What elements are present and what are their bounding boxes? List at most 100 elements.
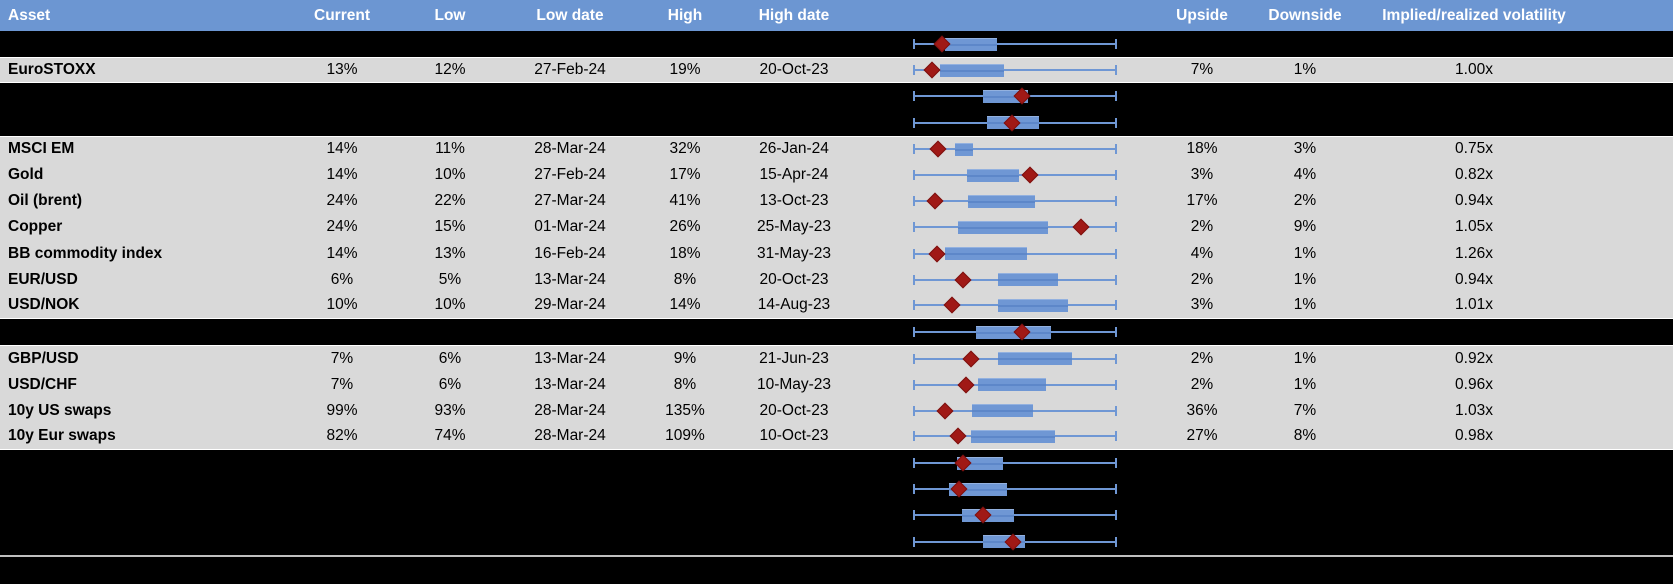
cell-current[interactable]: 99% (326, 401, 358, 419)
cell-downside[interactable]: 1% (1293, 375, 1317, 393)
cell-upside[interactable] (1160, 529, 1244, 555)
cell-high-date[interactable]: 25-May-23 (756, 218, 832, 236)
cell-current[interactable]: 14% (326, 244, 358, 262)
cell-high-date[interactable]: 15-Apr-24 (759, 166, 829, 184)
cell-low-date[interactable]: 13-Mar-24 (534, 349, 606, 367)
cell-high[interactable] (652, 319, 718, 345)
cell-current[interactable]: 14% (326, 166, 358, 184)
cell-asset[interactable] (0, 529, 272, 555)
cell-current[interactable] (272, 319, 412, 345)
cell-implied[interactable] (1366, 83, 1582, 109)
cell-implied[interactable] (1366, 110, 1582, 136)
cell-asset[interactable]: 10y Eur swaps (8, 427, 116, 445)
cell-current[interactable] (272, 502, 412, 528)
cell-low[interactable]: 22% (434, 192, 466, 210)
cell-downside[interactable] (1244, 110, 1366, 136)
cell-asset[interactable] (0, 31, 272, 57)
cell-downside[interactable]: 7% (1293, 401, 1317, 419)
cell-high[interactable]: 109% (665, 427, 705, 445)
cell-implied[interactable]: 0.75x (1455, 140, 1493, 158)
cell-implied[interactable]: 1.03x (1455, 401, 1493, 419)
cell-low[interactable]: 93% (434, 401, 466, 419)
cell-downside[interactable] (1244, 450, 1366, 476)
cell-high[interactable] (652, 476, 718, 502)
cell-asset[interactable]: BB commodity index (8, 244, 163, 262)
cell-downside[interactable] (1244, 502, 1366, 528)
cell-current[interactable]: 10% (326, 296, 358, 314)
cell-upside[interactable] (1160, 31, 1244, 57)
cell-low-date[interactable] (488, 83, 652, 109)
cell-upside[interactable]: 18% (1186, 140, 1218, 158)
cell-downside[interactable]: 1% (1293, 244, 1317, 262)
cell-high-date[interactable] (718, 529, 870, 555)
cell-asset[interactable] (0, 110, 272, 136)
cell-high-date[interactable]: 10-May-23 (756, 375, 832, 393)
cell-implied[interactable]: 0.96x (1455, 375, 1493, 393)
cell-high[interactable]: 135% (665, 401, 705, 419)
cell-low[interactable]: 12% (434, 61, 466, 79)
cell-current[interactable]: 24% (326, 218, 358, 236)
cell-high-date[interactable]: 10-Oct-23 (759, 427, 829, 445)
cell-low[interactable]: 6% (438, 349, 462, 367)
cell-upside[interactable]: 3% (1190, 296, 1214, 314)
cell-low-date[interactable] (488, 110, 652, 136)
cell-upside[interactable] (1160, 110, 1244, 136)
cell-high[interactable] (652, 502, 718, 528)
cell-low-date[interactable]: 28-Mar-24 (534, 140, 606, 158)
cell-current[interactable]: 24% (326, 192, 358, 210)
cell-asset[interactable]: USD/CHF (8, 375, 77, 393)
cell-downside[interactable]: 1% (1293, 61, 1317, 79)
cell-downside[interactable] (1244, 83, 1366, 109)
cell-implied[interactable]: 1.00x (1455, 61, 1493, 79)
cell-asset[interactable]: MSCI EM (8, 140, 75, 158)
cell-downside[interactable]: 1% (1293, 349, 1317, 367)
cell-upside[interactable] (1160, 450, 1244, 476)
cell-low-date[interactable]: 27-Mar-24 (534, 192, 606, 210)
cell-implied[interactable]: 1.26x (1455, 244, 1493, 262)
cell-low-date[interactable] (488, 476, 652, 502)
cell-implied[interactable]: 0.82x (1455, 166, 1493, 184)
cell-low[interactable]: 10% (434, 296, 466, 314)
cell-downside[interactable]: 1% (1293, 270, 1317, 288)
cell-high-date[interactable]: 20-Oct-23 (759, 61, 829, 79)
cell-low[interactable]: 6% (438, 375, 462, 393)
cell-downside[interactable]: 1% (1293, 296, 1317, 314)
cell-high-date[interactable] (718, 83, 870, 109)
cell-upside[interactable]: 2% (1190, 270, 1214, 288)
cell-current[interactable] (272, 476, 412, 502)
cell-high-date[interactable]: 26-Jan-24 (759, 140, 829, 158)
cell-high[interactable] (652, 31, 718, 57)
cell-low[interactable]: 5% (438, 270, 462, 288)
cell-high[interactable]: 8% (673, 375, 697, 393)
cell-implied[interactable]: 1.01x (1455, 296, 1493, 314)
cell-low-date[interactable]: 27-Feb-24 (534, 166, 606, 184)
cell-upside[interactable] (1160, 502, 1244, 528)
cell-asset[interactable]: EUR/USD (8, 270, 78, 288)
cell-low-date[interactable]: 28-Mar-24 (534, 401, 606, 419)
cell-downside[interactable] (1244, 319, 1366, 345)
cell-upside[interactable] (1160, 476, 1244, 502)
cell-high[interactable] (652, 110, 718, 136)
cell-implied[interactable]: 0.92x (1455, 349, 1493, 367)
cell-upside[interactable]: 17% (1186, 192, 1218, 210)
cell-high-date[interactable]: 20-Oct-23 (759, 401, 829, 419)
cell-high[interactable]: 32% (669, 140, 701, 158)
cell-current[interactable]: 7% (330, 375, 354, 393)
cell-low[interactable] (412, 476, 488, 502)
cell-low-date[interactable]: 27-Feb-24 (534, 61, 606, 79)
cell-implied[interactable] (1366, 31, 1582, 57)
cell-low[interactable]: 74% (434, 427, 466, 445)
cell-current[interactable] (272, 529, 412, 555)
cell-implied[interactable] (1366, 319, 1582, 345)
cell-current[interactable] (272, 83, 412, 109)
cell-downside[interactable] (1244, 476, 1366, 502)
cell-high-date[interactable]: 21-Jun-23 (759, 349, 829, 367)
cell-high-date[interactable] (718, 450, 870, 476)
cell-low[interactable] (412, 31, 488, 57)
cell-upside[interactable]: 2% (1190, 218, 1214, 236)
cell-asset[interactable]: Copper (8, 218, 63, 236)
cell-low-date[interactable]: 13-Mar-24 (534, 375, 606, 393)
cell-high[interactable] (652, 529, 718, 555)
cell-current[interactable]: 14% (326, 140, 358, 158)
cell-low[interactable] (412, 529, 488, 555)
